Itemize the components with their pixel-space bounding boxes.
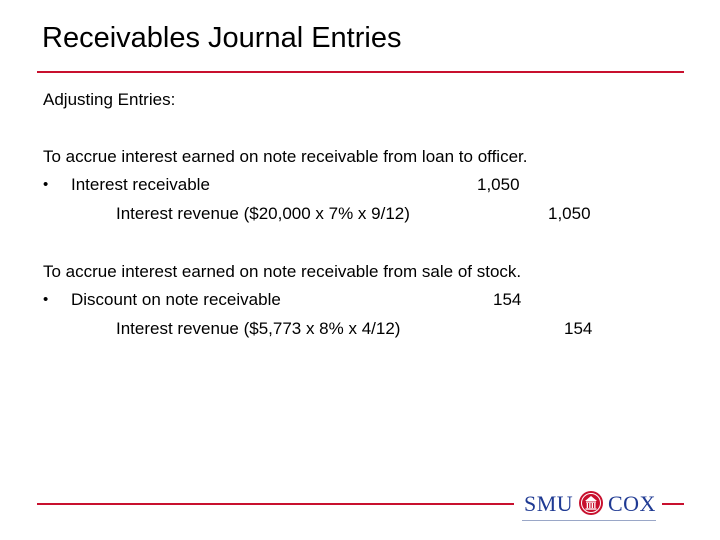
entry2-credit-account: Interest revenue ($5,773 x 8% x 4/12) [116,319,401,338]
entry1-credit-account: Interest revenue ($20,000 x 7% x 9/12) [116,204,410,223]
footer-divider-right [662,503,684,505]
smu-cox-logo: SMU COX [522,487,658,521]
logo-text-cox: COX [608,491,656,516]
logo-text-smu: SMU [524,491,574,516]
entry1-description: To accrue interest earned on note receiv… [43,147,528,166]
entry1-debit-amount: 1,050 [477,175,520,194]
entry2-credit-amount: 154 [564,319,593,338]
entry2-debit-amount: 154 [493,290,522,309]
entry1-credit-amount: 1,050 [548,204,591,223]
logo-underline [522,520,656,521]
entry1-bullet: • [43,176,49,193]
entry2-bullet: • [43,291,49,308]
entry1-debit-account: Interest receivable [71,175,210,194]
logo-emblem-icon [578,489,604,517]
entry2-debit-account: Discount on note receivable [71,290,281,309]
entry2-description: To accrue interest earned on note receiv… [43,262,522,281]
footer-divider-left [37,503,514,505]
slide-title: Receivables Journal Entries [42,22,402,54]
title-divider [37,71,684,73]
adjusting-entries-heading: Adjusting Entries: [43,90,176,109]
